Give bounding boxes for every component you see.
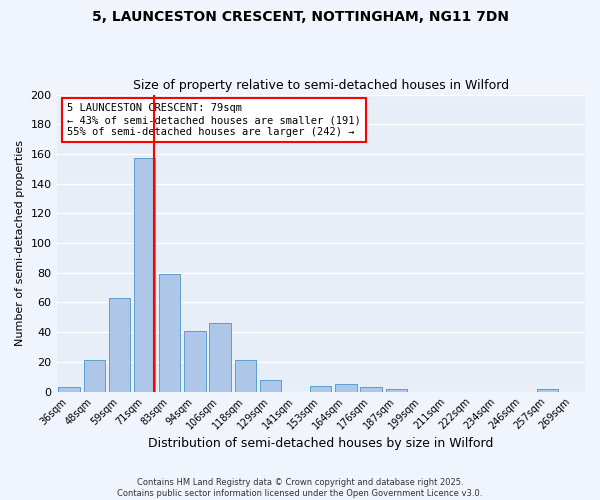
Bar <box>159 274 181 392</box>
Bar <box>335 384 356 392</box>
Y-axis label: Number of semi-detached properties: Number of semi-detached properties <box>15 140 25 346</box>
Text: Contains HM Land Registry data © Crown copyright and database right 2025.
Contai: Contains HM Land Registry data © Crown c… <box>118 478 482 498</box>
Bar <box>386 388 407 392</box>
Bar <box>58 387 80 392</box>
Bar <box>260 380 281 392</box>
Bar <box>184 330 206 392</box>
Bar <box>536 388 558 392</box>
X-axis label: Distribution of semi-detached houses by size in Wilford: Distribution of semi-detached houses by … <box>148 437 493 450</box>
Bar <box>361 387 382 392</box>
Bar <box>83 360 105 392</box>
Bar <box>310 386 331 392</box>
Bar <box>134 158 155 392</box>
Text: 5, LAUNCESTON CRESCENT, NOTTINGHAM, NG11 7DN: 5, LAUNCESTON CRESCENT, NOTTINGHAM, NG11… <box>91 10 509 24</box>
Text: 5 LAUNCESTON CRESCENT: 79sqm
← 43% of semi-detached houses are smaller (191)
55%: 5 LAUNCESTON CRESCENT: 79sqm ← 43% of se… <box>67 104 361 136</box>
Bar <box>235 360 256 392</box>
Bar <box>109 298 130 392</box>
Title: Size of property relative to semi-detached houses in Wilford: Size of property relative to semi-detach… <box>133 79 509 92</box>
Bar <box>209 324 231 392</box>
